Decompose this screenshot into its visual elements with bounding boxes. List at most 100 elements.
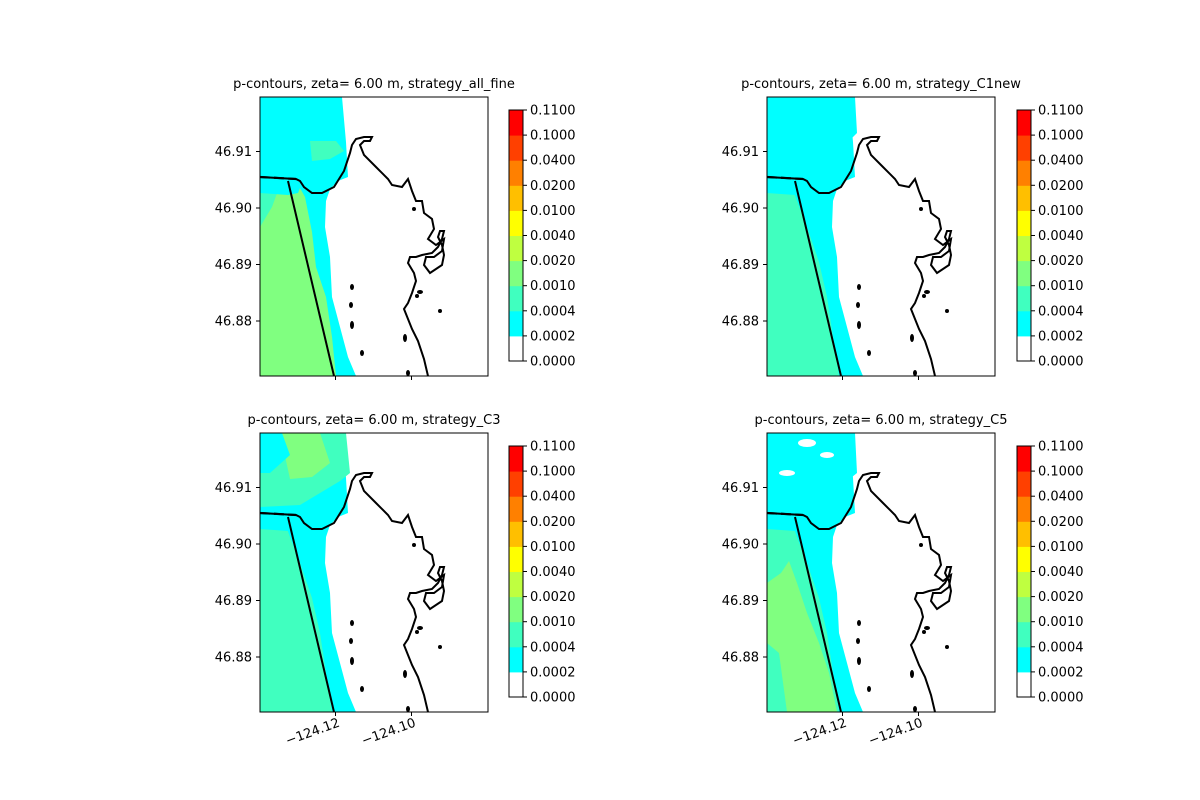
island	[924, 290, 930, 294]
spit-fill	[260, 177, 302, 195]
island	[945, 645, 949, 649]
axes-frame	[259, 96, 489, 377]
colorbar-tick-label: 0.0020	[1038, 590, 1084, 605]
colorbar-segment	[509, 621, 523, 648]
colorbar-tick-label: 0.0004	[1038, 304, 1084, 319]
coastline	[767, 472, 953, 712]
y-tick-label: 46.89	[722, 594, 759, 609]
x-tick-label: −124.10	[867, 716, 925, 749]
y-tick-label: 46.91	[215, 145, 252, 160]
colorbar-tick-label: 0.0002	[530, 665, 576, 680]
y-tick-label: 46.90	[215, 538, 252, 553]
panel-title: p-contours, zeta= 6.00 m, strategy_C1new	[741, 77, 1021, 92]
island	[919, 543, 923, 547]
contour-field	[767, 433, 953, 712]
colorbar-segment	[509, 110, 523, 136]
island	[945, 309, 949, 313]
island	[910, 334, 914, 342]
colorbar-tick-label: 0.0100	[530, 540, 576, 555]
colorbar-tick-label: 0.0200	[1038, 515, 1084, 530]
colorbar-tick-label: 0.0010	[530, 615, 576, 630]
island	[403, 670, 407, 678]
speckle	[870, 194, 884, 200]
coastline	[260, 472, 446, 712]
coastline-dashed	[767, 511, 804, 517]
island	[349, 302, 353, 308]
colorbar-segment	[1017, 546, 1031, 572]
colorbar-tick-label: 0.0004	[530, 304, 576, 319]
island	[350, 657, 354, 665]
island	[406, 706, 410, 712]
spit-fill	[767, 177, 809, 195]
colorbar-tick-label: 0.1100	[530, 440, 576, 455]
coastline	[260, 136, 446, 376]
coastline-dashed	[260, 511, 297, 517]
contour-band-upper	[260, 97, 332, 153]
colorbar-segment	[1017, 446, 1031, 472]
colorbar-segment	[509, 260, 523, 287]
colorbar-tick-label: 0.0100	[530, 204, 576, 219]
colorbar-tick-label: 0.0000	[1038, 355, 1084, 370]
island	[415, 294, 419, 298]
axes-frame	[259, 432, 489, 713]
island	[349, 638, 353, 644]
y-tick-label: 46.89	[215, 258, 252, 273]
colorbar-segment	[1017, 110, 1031, 136]
island	[867, 686, 871, 692]
colorbar-segment	[509, 671, 523, 698]
contour-band-upper-c	[260, 433, 290, 473]
island	[922, 630, 926, 634]
speckle	[779, 470, 795, 476]
colorbar-segment	[509, 596, 523, 623]
transect-line	[287, 180, 335, 376]
coastline	[767, 136, 953, 376]
transect-line	[287, 516, 335, 712]
colorbar-segment	[1017, 310, 1031, 337]
colorbar-tick-label: 0.1000	[1038, 465, 1084, 480]
colorbar-segment	[1017, 646, 1031, 673]
colorbar-tick-label: 0.0010	[1038, 615, 1084, 630]
colorbar-segment	[509, 571, 523, 598]
colorbar-tick-label: 0.0100	[1038, 204, 1084, 219]
colorbar-segment	[1017, 260, 1031, 287]
colorbar-tick-label: 0.0004	[530, 640, 576, 655]
island	[910, 670, 914, 678]
contour-band-lower	[260, 551, 300, 712]
panel-title: p-contours, zeta= 6.00 m, strategy_C3	[248, 413, 501, 428]
colorbar-tick-label: 0.0200	[1038, 179, 1084, 194]
colorbar-1: 0.0000 0.0002 0.0004 0.0010 0.0020 0.0040 0.01…	[508, 104, 576, 370]
colorbar-segment	[509, 235, 523, 262]
island	[417, 626, 423, 630]
island	[406, 370, 410, 376]
y-tick-label: 46.88	[722, 651, 759, 666]
speckle	[884, 209, 902, 217]
y-tick-label: 46.88	[215, 315, 252, 330]
y-tick-label: 46.90	[722, 202, 759, 217]
colorbar-tick-label: 0.1000	[1038, 129, 1084, 144]
contour-band-upper-b	[280, 433, 330, 479]
transect-line	[794, 516, 842, 712]
colorbar-segment	[1017, 335, 1031, 362]
colorbar-tick-label: 0.0200	[530, 515, 576, 530]
y-tick-label: 46.90	[722, 538, 759, 553]
contour-band-0010	[767, 561, 837, 712]
colorbar-tick-label: 0.0400	[530, 154, 576, 169]
contour-field	[260, 433, 446, 712]
colorbar-segment	[1017, 571, 1031, 598]
panel-1: p-contours, zeta= 6.00 m, strategy_all_f…	[215, 77, 515, 380]
axes-frame	[766, 432, 996, 713]
y-tick-label: 46.89	[722, 258, 759, 273]
contour-band-upper	[767, 97, 857, 179]
colorbar-tick-label: 0.0040	[530, 565, 576, 580]
colorbar-tick-label: 0.1100	[1038, 440, 1084, 455]
island	[415, 630, 419, 634]
speckle	[853, 232, 873, 242]
colorbar-segment	[1017, 210, 1031, 236]
y-tick-label: 46.88	[722, 315, 759, 330]
colorbar-segment	[509, 160, 523, 186]
colorbar-tick-label: 0.0020	[530, 590, 576, 605]
colorbar-tick-label: 0.0040	[1038, 565, 1084, 580]
colorbar-tick-label: 0.0400	[1038, 154, 1084, 169]
colorbar-segment	[509, 646, 523, 673]
